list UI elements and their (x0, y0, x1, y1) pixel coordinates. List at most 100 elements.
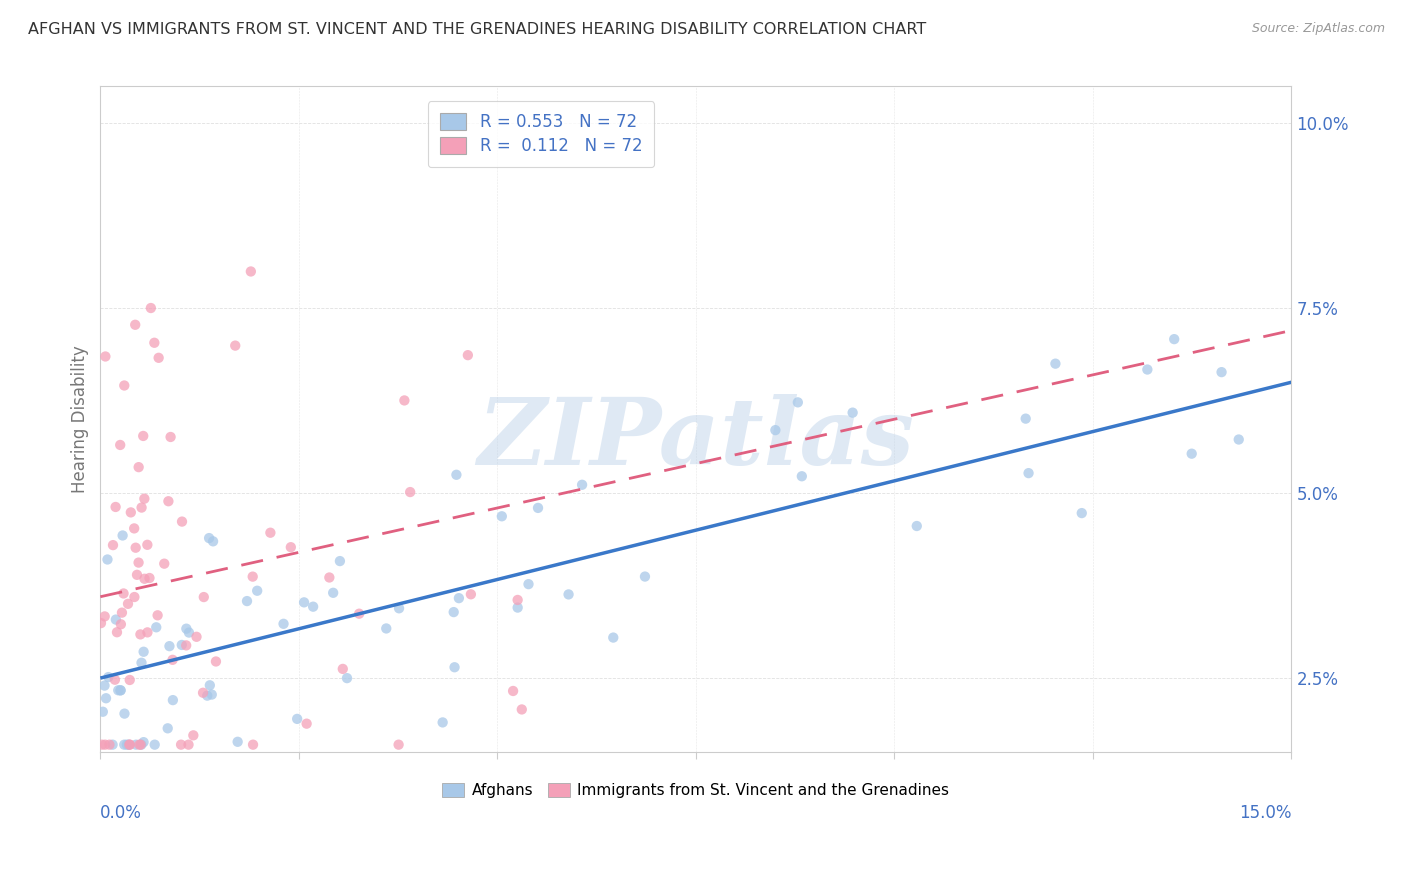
Point (329, 554, 352, 568)
Point (94, 350, 117, 364)
Point (510, 702, 533, 716)
Point (93, 609, 115, 624)
Point (198, 531, 221, 545)
Point (115, 738, 138, 752)
Point (1015, 411, 1038, 425)
Point (157, 494, 180, 508)
Point (491, 509, 513, 524)
Point (443, 605, 465, 619)
Point (226, 735, 249, 749)
Point (104, 613, 127, 627)
Point (112, 586, 135, 600)
Point (134, 572, 156, 586)
Point (375, 622, 398, 636)
Point (202, 534, 225, 549)
Point (128, 460, 150, 475)
Y-axis label: Hearing Disability: Hearing Disability (72, 345, 89, 493)
Text: AFGHAN VS IMMIGRANTS FROM ST. VINCENT AND THE GRENADINES HEARING DISABILITY CORR: AFGHAN VS IMMIGRANTS FROM ST. VINCENT AN… (28, 22, 927, 37)
Point (1070, 506, 1092, 520)
Point (205, 655, 228, 669)
Point (108, 438, 131, 452)
Point (138, 571, 160, 585)
Point (124, 590, 146, 604)
Point (174, 639, 197, 653)
Point (90, 616, 112, 631)
Point (159, 430, 181, 444)
Point (110, 683, 132, 698)
Point (125, 567, 148, 582)
Point (557, 587, 579, 601)
Point (177, 625, 200, 640)
Point (132, 429, 155, 443)
Point (125, 738, 148, 752)
Point (122, 521, 145, 535)
Point (107, 683, 129, 698)
Point (506, 593, 529, 607)
Point (571, 477, 593, 491)
Point (177, 738, 200, 752)
Point (502, 684, 524, 698)
Point (280, 540, 302, 554)
Point (111, 528, 134, 542)
Point (446, 467, 468, 482)
Point (162, 653, 184, 667)
Point (98, 738, 121, 752)
Point (162, 693, 184, 707)
Point (136, 538, 159, 552)
Point (1045, 357, 1067, 371)
Point (145, 620, 167, 634)
Point (336, 671, 359, 685)
Point (118, 738, 141, 752)
Text: ZIPatlas: ZIPatlas (478, 394, 914, 484)
Point (273, 616, 295, 631)
Point (91, 705, 114, 719)
Point (170, 515, 193, 529)
Point (186, 630, 208, 644)
Point (128, 738, 150, 752)
Point (183, 728, 205, 742)
Point (239, 264, 262, 278)
Point (132, 735, 155, 749)
Point (118, 738, 141, 752)
Point (118, 673, 141, 687)
Point (786, 395, 808, 409)
Point (246, 583, 269, 598)
Point (124, 318, 146, 332)
Point (111, 606, 134, 620)
Point (153, 557, 176, 571)
Point (506, 600, 529, 615)
Point (347, 607, 370, 621)
Point (93, 679, 115, 693)
Point (94, 738, 117, 752)
Point (457, 348, 479, 362)
Point (322, 586, 344, 600)
Point (120, 505, 142, 519)
Point (146, 608, 169, 623)
Point (432, 715, 454, 730)
Point (285, 712, 308, 726)
Point (201, 688, 224, 702)
Point (527, 500, 550, 515)
Point (124, 541, 146, 555)
Point (131, 500, 153, 515)
Point (242, 569, 264, 583)
Point (790, 469, 813, 483)
Point (132, 645, 155, 659)
Point (447, 591, 470, 606)
Point (394, 393, 416, 408)
Text: 15.0%: 15.0% (1239, 804, 1292, 822)
Point (170, 738, 193, 752)
Point (763, 423, 786, 437)
Point (148, 351, 170, 365)
Point (1227, 433, 1250, 447)
Point (112, 738, 135, 752)
Point (117, 597, 139, 611)
Point (101, 738, 124, 752)
Point (128, 556, 150, 570)
Point (134, 491, 156, 506)
Point (460, 587, 482, 601)
Point (112, 378, 135, 392)
Point (129, 738, 152, 752)
Point (1211, 365, 1233, 379)
Point (841, 406, 863, 420)
